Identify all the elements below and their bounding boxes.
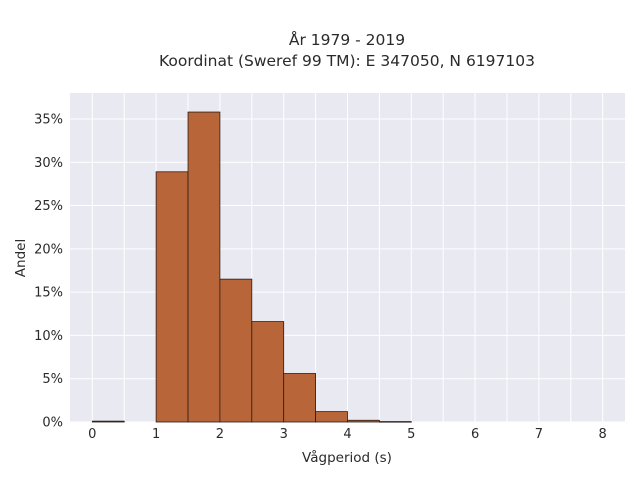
histogram-bar-0	[91, 420, 125, 423]
y-tick-label: 35%	[34, 112, 63, 127]
chart-title-line-1: År 1979 - 2019	[289, 30, 405, 49]
y-tick-label: 30%	[34, 156, 63, 171]
histogram-bar-5	[251, 321, 285, 423]
x-tick-label: 0	[88, 427, 96, 442]
histogram-bar-8	[347, 419, 380, 423]
bars	[91, 111, 412, 423]
histogram-bar-2	[155, 171, 189, 423]
y-tick-label: 15%	[34, 286, 63, 301]
y-tick-label: 20%	[34, 242, 63, 257]
histogram-bar-3	[187, 111, 221, 423]
histogram-bar-7	[315, 411, 348, 423]
x-tick-label: 4	[343, 427, 351, 442]
y-tick-label: 25%	[34, 199, 63, 214]
histogram-bar-9	[378, 421, 412, 423]
x-axis-title: Vågperiod (s)	[302, 449, 392, 466]
y-tick-label: 5%	[42, 372, 63, 387]
y-axis-title: Andel	[13, 239, 29, 277]
histogram-bar-4	[219, 278, 253, 423]
x-tick-label: 2	[216, 427, 224, 442]
y-tick-label: 10%	[34, 329, 63, 344]
x-tick-label: 1	[152, 427, 160, 442]
x-tick-label: 6	[471, 427, 479, 442]
histogram-bar-6	[283, 373, 317, 423]
y-axis-ticks: 0% 5% 10% 15% 20% 25% 30% 35%	[34, 112, 63, 430]
x-tick-label: 5	[407, 427, 415, 442]
y-tick-label: 0%	[42, 416, 63, 431]
x-tick-label: 8	[599, 427, 607, 442]
x-tick-label: 3	[280, 427, 288, 442]
x-axis-ticks: 0 1 2 3 4 5 6 7 8	[88, 427, 607, 442]
x-tick-label: 7	[535, 427, 543, 442]
chart-title-line-2: Koordinat (Sweref 99 TM): E 347050, N 61…	[159, 52, 535, 70]
grid-lines	[70, 93, 625, 423]
